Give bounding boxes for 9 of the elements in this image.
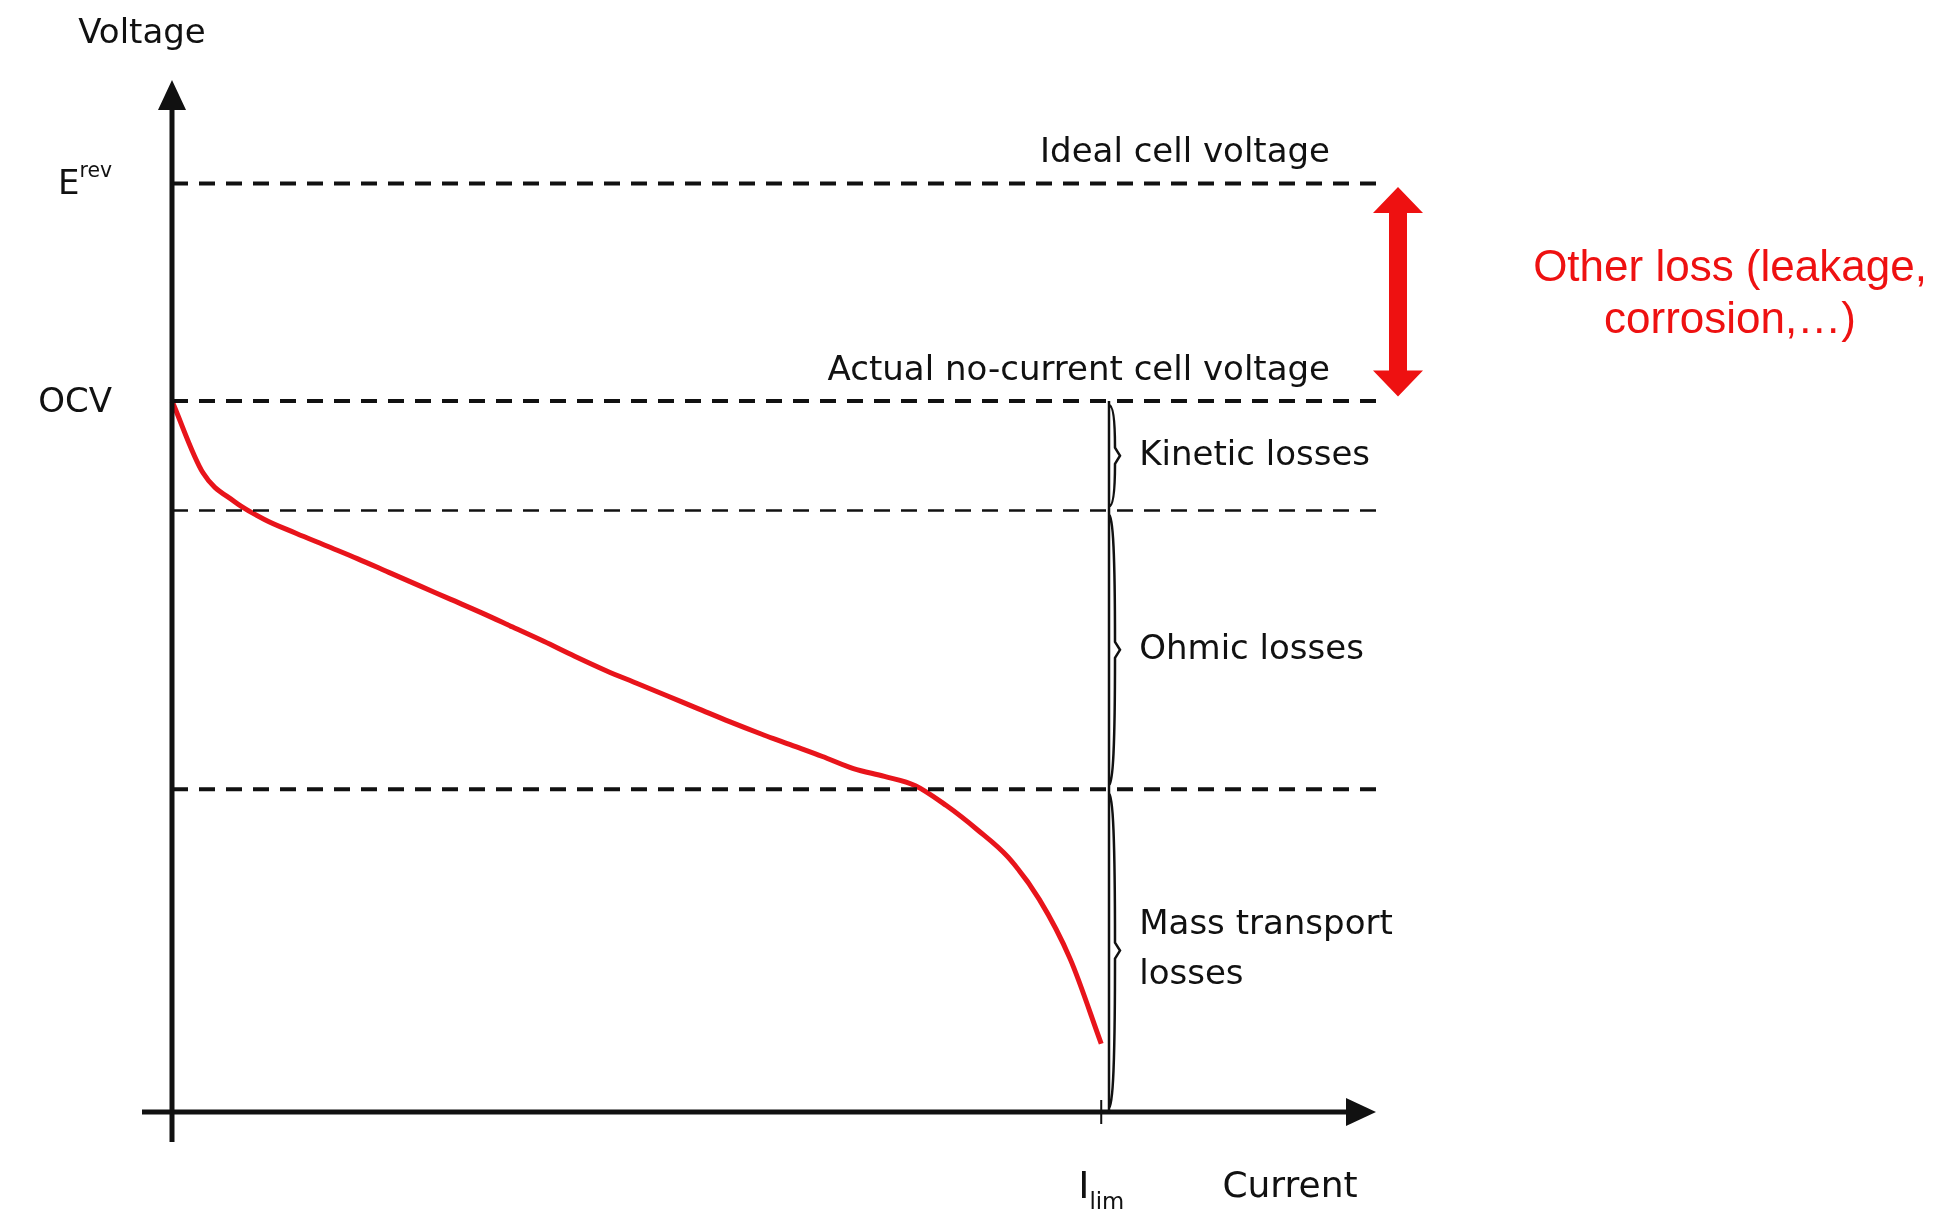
annotation: Ohmic losses bbox=[1139, 626, 1364, 667]
text: Ideal cell voltage bbox=[1040, 130, 1331, 171]
text: Voltage bbox=[78, 10, 206, 51]
annotation: Mass transport losses bbox=[1139, 902, 1393, 993]
annotation: Kinetic losses bbox=[1139, 432, 1371, 473]
text: Actual no-current cell voltage bbox=[827, 347, 1331, 388]
x-axis-title: Current bbox=[1222, 1164, 1358, 1206]
ref-line-label: OCV bbox=[38, 379, 112, 420]
text: Other loss (leakage, corrosion,…) bbox=[1532, 240, 1928, 345]
